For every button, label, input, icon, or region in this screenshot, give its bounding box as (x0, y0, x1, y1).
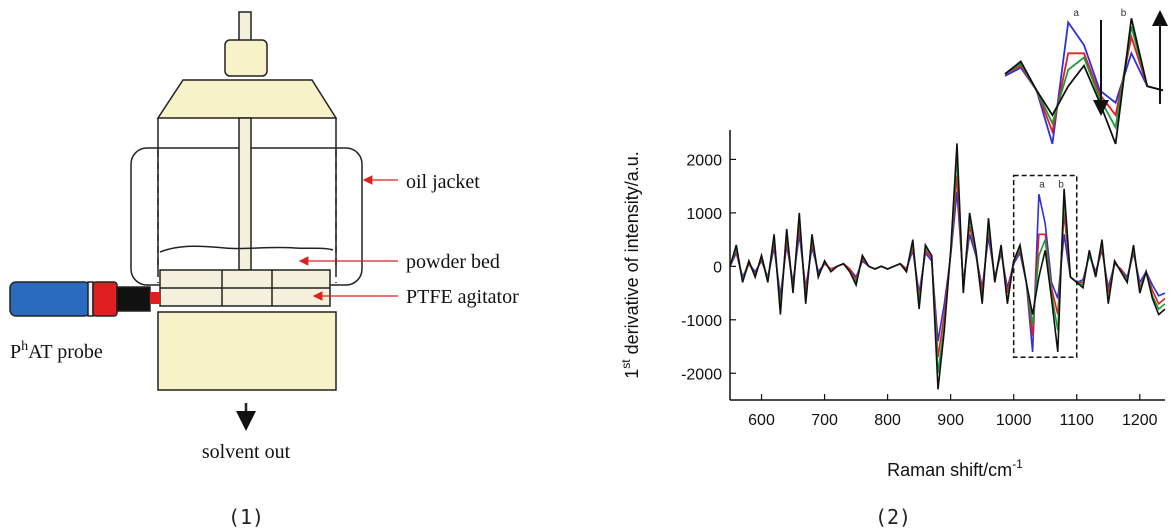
inset-annotation: b (1121, 8, 1127, 19)
probe-red (92, 281, 118, 317)
probe-tip (116, 286, 151, 312)
y-tick-label: 1000 (686, 206, 722, 223)
x-tick-label: 900 (937, 412, 964, 429)
label: powder bed (406, 251, 500, 273)
y-tick-label: -2000 (681, 366, 722, 383)
probe-body (9, 281, 91, 317)
label-part: Raman shift/cm (887, 460, 1012, 480)
x-tick-label: 600 (748, 412, 775, 429)
vessel-diagram (9, 11, 363, 431)
powder-surface (159, 245, 334, 253)
label-part: 1 (622, 369, 642, 379)
x-tick-label: 1100 (1060, 412, 1095, 429)
y-tick-label: 0 (713, 259, 722, 276)
caption: (2) (875, 505, 911, 529)
x-tick-label: 1000 (996, 412, 1032, 429)
zoom-box (1012, 174, 1078, 358)
lid (156, 79, 338, 119)
y-tick-label: -1000 (681, 313, 722, 330)
x-axis-label: Raman shift/cm-1 (887, 457, 1023, 480)
label-part: P (10, 341, 21, 363)
label-part: derivative of intensity/a.u. (622, 151, 642, 359)
y-axis-label: 1st derivative of intensity/a.u. (619, 151, 642, 378)
label-part: AT probe (28, 341, 103, 363)
x-tick-label: 700 (811, 412, 838, 429)
label-sup: -1 (1012, 457, 1023, 471)
label: solvent out (202, 441, 291, 463)
annotation: a (1039, 179, 1045, 190)
shaft-top (238, 11, 252, 43)
annotation: b (1058, 179, 1064, 190)
label: PhAT probe (10, 339, 103, 363)
label-sup: st (619, 359, 633, 369)
x-tick-label: 800 (874, 412, 901, 429)
label-sup: h (21, 339, 28, 354)
inset-line (1004, 18, 1164, 145)
motor-knob (224, 39, 268, 77)
y-tick-label: 2000 (686, 152, 722, 169)
x-tick-label: 1200 (1122, 412, 1158, 429)
spectrum-line (729, 143, 1166, 390)
label: oil jacket (406, 171, 480, 193)
inset-annotation: a (1073, 8, 1079, 19)
label: PTFE agitator (406, 286, 519, 308)
inset-line (1004, 19, 1164, 145)
caption: (1) (228, 505, 264, 529)
pointer-arrows (298, 175, 398, 301)
shaft (238, 117, 252, 271)
probe-window (150, 292, 160, 304)
vessel-bottom (157, 311, 337, 391)
